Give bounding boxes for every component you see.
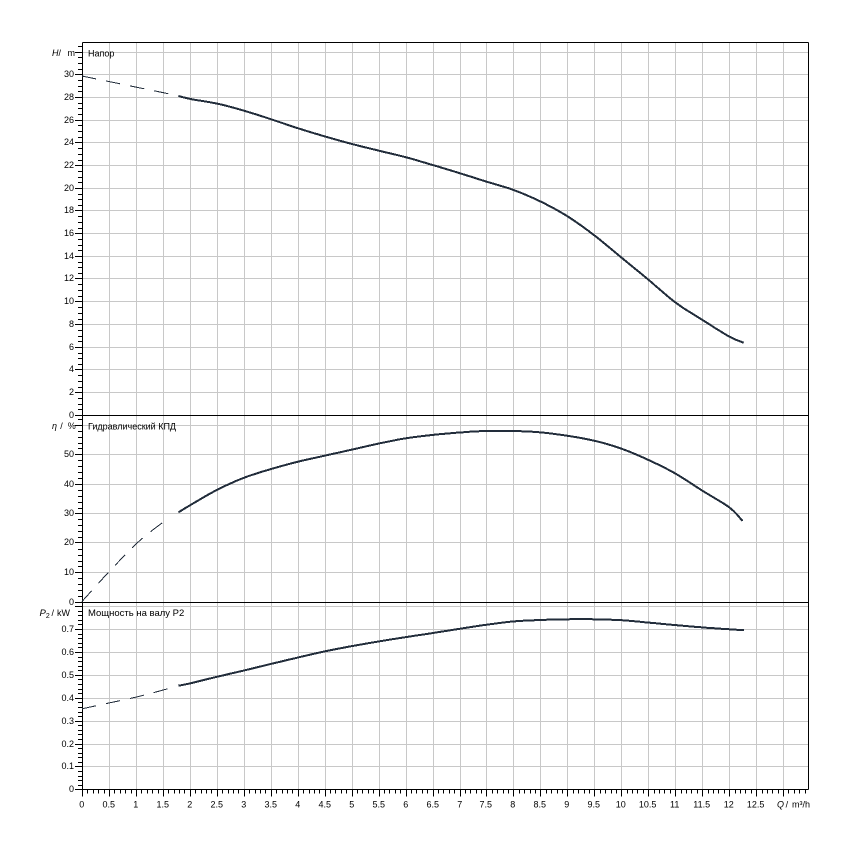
svg-text:11: 11	[670, 800, 679, 810]
svg-text:1: 1	[133, 800, 138, 810]
svg-text:30: 30	[64, 69, 74, 79]
svg-text:0.7: 0.7	[61, 624, 74, 634]
svg-text:18: 18	[64, 205, 74, 215]
svg-text:0.1: 0.1	[61, 761, 74, 771]
svg-text:Мощность на валу P2: Мощность на валу P2	[88, 608, 184, 619]
svg-text:9: 9	[564, 800, 569, 810]
svg-text:2: 2	[69, 387, 74, 397]
svg-text:2: 2	[187, 800, 192, 810]
svg-text:0.3: 0.3	[61, 716, 74, 726]
svg-text:Напор: Напор	[88, 48, 114, 58]
svg-text:28: 28	[64, 92, 74, 102]
svg-text:0.5: 0.5	[61, 670, 74, 680]
svg-text:0: 0	[69, 410, 74, 420]
svg-text:8: 8	[69, 319, 74, 329]
svg-text:7.5: 7.5	[479, 800, 492, 810]
svg-text:Гидравлический КПД: Гидравлический КПД	[88, 422, 176, 432]
svg-text:0.2: 0.2	[61, 739, 74, 749]
svg-text:12: 12	[724, 800, 734, 810]
svg-text:5: 5	[349, 800, 354, 810]
svg-text:50: 50	[64, 449, 74, 459]
svg-text:16: 16	[64, 228, 74, 238]
svg-text:P2/kW: P2/kW	[40, 608, 71, 620]
svg-text:4: 4	[69, 364, 74, 374]
svg-text:7: 7	[457, 800, 462, 810]
svg-text:26: 26	[64, 115, 74, 125]
svg-text:20: 20	[64, 183, 74, 193]
svg-text:8: 8	[510, 800, 515, 810]
svg-text:0: 0	[79, 800, 84, 810]
svg-text:6: 6	[69, 342, 74, 352]
svg-text:6: 6	[403, 800, 408, 810]
svg-text:11.5: 11.5	[693, 800, 710, 810]
svg-text:3.5: 3.5	[264, 800, 277, 810]
svg-text:0: 0	[69, 597, 74, 607]
svg-text:4.5: 4.5	[318, 800, 331, 810]
svg-text:8.5: 8.5	[533, 800, 546, 810]
svg-text:1.5: 1.5	[156, 800, 169, 810]
svg-text:Q/m³/h: Q / m³/h	[777, 799, 810, 809]
svg-text:0.4: 0.4	[61, 693, 74, 703]
svg-text:10: 10	[616, 800, 626, 810]
svg-text:12: 12	[64, 273, 74, 283]
svg-text:14: 14	[64, 251, 74, 261]
svg-text:24: 24	[64, 137, 74, 147]
svg-text:4: 4	[295, 800, 300, 810]
svg-text:0.6: 0.6	[61, 647, 74, 657]
svg-text:9.5: 9.5	[587, 800, 600, 810]
svg-text:10.5: 10.5	[639, 800, 657, 810]
svg-text:2.5: 2.5	[210, 800, 223, 810]
svg-text:0: 0	[69, 784, 74, 794]
svg-text:10: 10	[64, 567, 74, 577]
svg-text:12.5: 12.5	[747, 800, 765, 810]
svg-text:H/m: H/m	[52, 48, 75, 58]
svg-text:0.5: 0.5	[102, 800, 115, 810]
svg-text:6.5: 6.5	[426, 800, 439, 810]
svg-text:40: 40	[64, 479, 74, 489]
svg-text:3: 3	[241, 800, 246, 810]
svg-text:η/%: η /%	[52, 421, 76, 431]
svg-text:10: 10	[64, 296, 74, 306]
svg-text:5.5: 5.5	[372, 800, 385, 810]
svg-text:30: 30	[64, 508, 74, 518]
svg-text:20: 20	[64, 537, 74, 547]
svg-text:22: 22	[64, 160, 74, 170]
